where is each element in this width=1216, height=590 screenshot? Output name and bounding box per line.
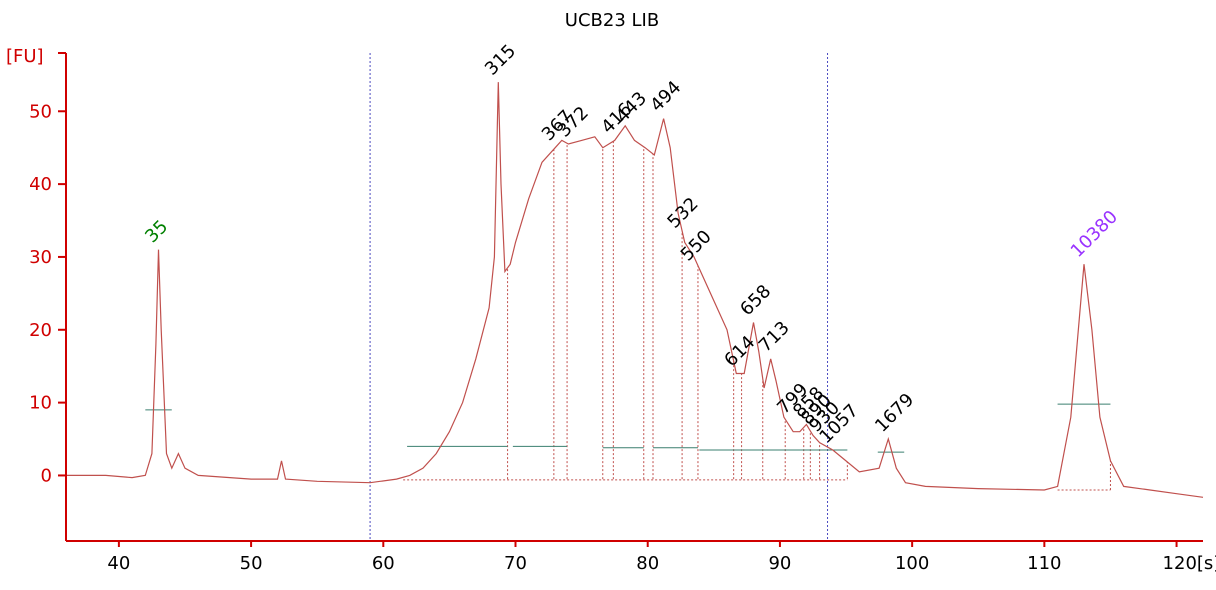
- range-lines: [369, 53, 829, 541]
- peak-label-7: 532: [663, 193, 702, 232]
- chart-title: UCB23 LIB: [565, 10, 659, 31]
- peak-label-10: 658: [736, 281, 775, 320]
- x-tick-label-0: 40: [107, 553, 130, 574]
- region-baselines: [145, 403, 1111, 453]
- x-tick-label-1: 50: [240, 553, 263, 574]
- x-tick-label-8: 120[s]: [1163, 553, 1216, 574]
- y-axis-label: [FU]: [6, 46, 44, 67]
- axes: [65, 53, 1203, 542]
- x-tick-label-5: 90: [768, 553, 791, 574]
- y-tick-label-2: 20: [29, 320, 52, 341]
- peak-drop-lines: [403, 141, 1111, 491]
- peak-label-1: 315: [481, 41, 520, 80]
- y-tick-label-5: 50: [29, 101, 52, 122]
- x-tick-label-2: 60: [372, 553, 395, 574]
- peak-label-18: 10380: [1067, 206, 1122, 261]
- y-tick-label-1: 10: [29, 393, 52, 414]
- x-tick-label-7: 110: [1027, 553, 1061, 574]
- peak-label-17: 1679: [871, 389, 918, 436]
- peak-label-0: 35: [141, 216, 172, 247]
- y-tick-label-0: 0: [41, 465, 52, 486]
- x-tick-label-3: 70: [504, 553, 527, 574]
- x-tick-label-6: 100: [895, 553, 929, 574]
- x-tick-label-4: 80: [636, 553, 659, 574]
- axis-ticks: 0 10 20 30 40 50 40 50 60 70 80 90 100 110 120[s]: [29, 52, 1216, 574]
- fluorescence-trace: [66, 82, 1204, 498]
- peak-label-9: 614: [720, 332, 759, 371]
- peak-label-6: 494: [646, 77, 685, 116]
- peak-label-11: 713: [755, 317, 794, 356]
- y-tick-label-3: 30: [29, 247, 52, 268]
- trace-line: [66, 82, 1204, 498]
- y-tick-label-4: 40: [29, 174, 52, 195]
